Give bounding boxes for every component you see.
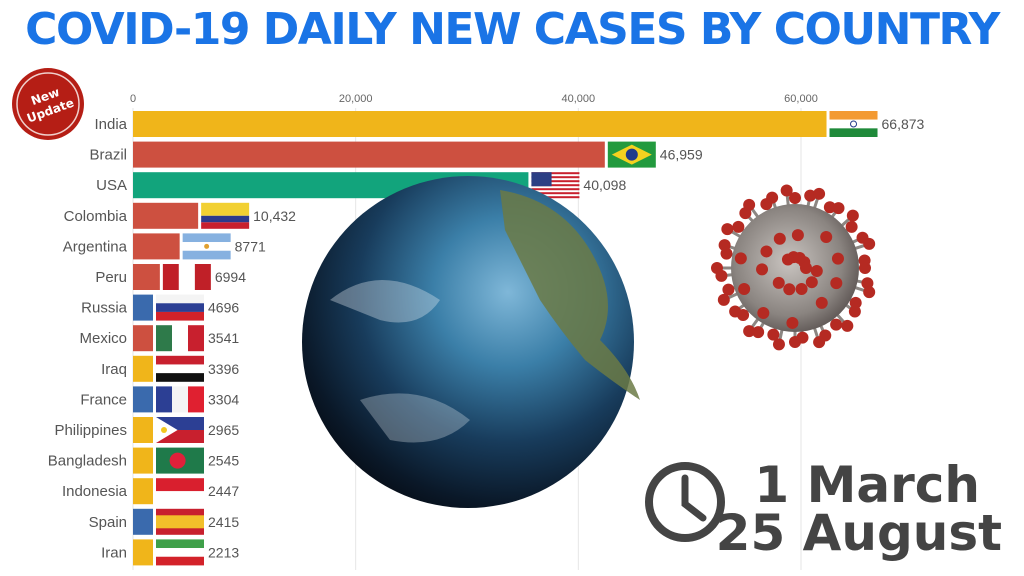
- bar-row: Iran 2213: [101, 539, 239, 566]
- country-label: Mexico: [79, 330, 127, 347]
- x-tick-label: 20,000: [339, 93, 373, 105]
- flag-philippines-icon: [156, 417, 204, 443]
- earth-globe-image: [302, 176, 640, 508]
- end-date: 25 August: [715, 504, 1002, 562]
- bar: [133, 539, 153, 566]
- bar-row: Iraq 3396: [101, 355, 239, 382]
- flag-usa-icon: [531, 172, 580, 199]
- bar: [133, 386, 153, 413]
- flag-indonesia-icon: [156, 478, 204, 505]
- value-label: 3396: [208, 361, 239, 377]
- country-label: Philippines: [54, 422, 127, 439]
- country-label: Spain: [89, 514, 127, 531]
- country-label: India: [94, 116, 127, 133]
- value-label: 2965: [208, 422, 239, 438]
- flag-bangladesh-icon: [156, 447, 204, 474]
- bar-row: Bangladesh 2545: [48, 447, 239, 474]
- country-label: Argentina: [63, 238, 128, 255]
- country-label: Colombia: [64, 208, 128, 225]
- flag-colombia-icon: [201, 202, 250, 229]
- bar-row: Spain 2415: [89, 508, 239, 535]
- bar: [133, 325, 153, 352]
- value-label: 6994: [215, 269, 246, 285]
- value-label: 2415: [208, 514, 239, 530]
- bar: [133, 447, 153, 474]
- flag-russia-icon: [156, 294, 204, 321]
- bar: [133, 355, 153, 382]
- bar-row: Brazil 46,959: [89, 141, 703, 168]
- country-label: Iran: [101, 544, 127, 561]
- country-label: Iraq: [101, 361, 127, 378]
- flag-mexico-icon: [156, 325, 204, 352]
- value-label: 2447: [208, 483, 239, 499]
- country-label: Brazil: [89, 147, 127, 164]
- flag-spain-icon: [156, 508, 204, 535]
- value-label: 2213: [208, 544, 239, 560]
- country-label: Indonesia: [62, 483, 128, 500]
- x-tick-label: 60,000: [784, 93, 818, 105]
- country-label: Peru: [95, 269, 127, 286]
- value-label: 40,098: [583, 177, 626, 193]
- x-tick-label: 40,000: [562, 93, 596, 105]
- country-label: Bangladesh: [48, 453, 127, 470]
- bar: [133, 202, 199, 229]
- flag-iraq-icon: [156, 355, 204, 382]
- bar-row: USA 40,098: [96, 172, 626, 199]
- bar: [133, 417, 153, 443]
- flag-argentina-icon: [182, 233, 231, 260]
- value-label: 3541: [208, 330, 239, 346]
- flag-iran-icon: [156, 539, 204, 566]
- bar-row: Philippines 2965: [54, 417, 239, 443]
- country-label: France: [80, 391, 127, 408]
- bar: [133, 233, 180, 260]
- bar-row: France 3304: [80, 386, 239, 413]
- bar-row: Colombia 10,432: [64, 202, 296, 229]
- bar: [133, 508, 153, 535]
- bar: [133, 264, 160, 290]
- country-label: Russia: [81, 300, 128, 317]
- value-label: 10,432: [253, 208, 296, 224]
- bar-row: Russia 4696: [81, 294, 239, 321]
- value-label: 46,959: [660, 147, 703, 163]
- country-label: USA: [96, 177, 127, 194]
- flag-peru-icon: [162, 264, 211, 290]
- value-label: 66,873: [882, 116, 925, 132]
- flag-brazil-icon: [607, 141, 656, 168]
- new-update-badge: New Update: [12, 68, 84, 140]
- bar: [133, 111, 827, 137]
- page-title: COVID-19 DAILY NEW CASES BY COUNTRY: [25, 4, 1000, 55]
- clock-icon: [645, 462, 725, 542]
- flag-france-icon: [156, 386, 204, 413]
- bar: [133, 141, 605, 168]
- start-date: 1 March: [754, 456, 980, 514]
- bar-row: Indonesia 2447: [62, 478, 239, 505]
- bar-row: Peru 6994: [95, 264, 246, 290]
- value-label: 2545: [208, 453, 239, 469]
- bar-row: Argentina 8771: [63, 233, 266, 260]
- value-label: 3304: [208, 391, 239, 407]
- bar-row: Mexico 3541: [79, 325, 239, 352]
- value-label: 8771: [235, 238, 266, 254]
- bar: [133, 294, 153, 321]
- bar-row: India 66,873: [94, 111, 925, 137]
- bar: [133, 478, 153, 505]
- coronavirus-image: [711, 184, 876, 351]
- x-tick-label: 0: [130, 93, 136, 105]
- value-label: 4696: [208, 300, 239, 316]
- flag-india-icon: [829, 111, 878, 137]
